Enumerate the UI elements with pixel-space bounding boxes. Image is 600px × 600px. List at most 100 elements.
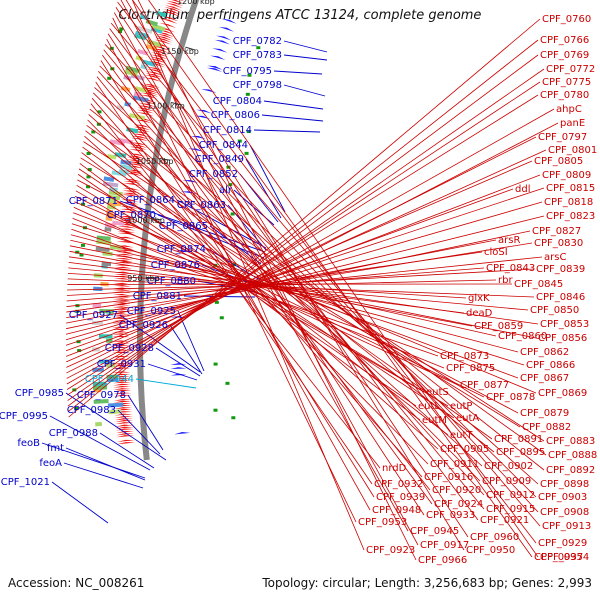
forward-gene-arrow	[154, 37, 173, 43]
leader-line	[120, 0, 419, 546]
gene-label-forward: CPF_0903	[538, 492, 587, 503]
feature-category-block	[132, 95, 149, 103]
forward-gene-arrow	[127, 157, 146, 161]
rna-feature-mark	[230, 212, 235, 216]
forward-gene-arrow	[155, 35, 173, 41]
gene-label-forward: CPF_0856	[538, 333, 587, 344]
forward-gene-arrow	[114, 418, 133, 421]
gene-label-reverse: CPF_0804	[213, 96, 262, 107]
leader-line	[177, 310, 205, 372]
leader-line	[115, 7, 469, 538]
gene-label-forward: CPF_0912	[486, 490, 535, 501]
forward-gene-arrow	[124, 173, 143, 176]
gene-label-forward: CPF_0908	[540, 507, 589, 518]
forward-gene-arrow	[164, 5, 182, 11]
gene-label-reverse: CPF_0988	[49, 428, 98, 439]
forward-gene-arrow	[159, 22, 177, 29]
gene-label-forward: CPF_0929	[538, 538, 587, 549]
forward-gene-arrow	[129, 146, 148, 150]
tick-mark	[150, 218, 161, 221]
rna-feature-mark	[79, 253, 84, 257]
gene-label-forward: CPF_0805	[534, 156, 583, 167]
kbp-ticks: 950 kbp 1000 kbp 1050 kbp 1100 kbp 1150 kbp 1…	[127, 0, 215, 283]
rna-feature-mark	[91, 130, 96, 134]
leader-line	[99, 432, 155, 469]
map-title: Clostridium perfringens ATCC 13124, comp…	[118, 8, 482, 23]
feature-category-block	[141, 59, 157, 67]
gene-label-forward: CPF_0917	[420, 540, 469, 551]
forward-gene-arrow	[114, 407, 133, 409]
leader-line	[106, 38, 371, 511]
gene-label-forward: CPF_0891	[494, 434, 543, 445]
rna-feature-mark	[244, 151, 249, 155]
accession-text: Accession: NC_008261	[8, 576, 145, 590]
forward-gene-arrow	[115, 253, 134, 256]
forward-gene-arrow	[117, 226, 136, 229]
forward-gene-arrow	[140, 92, 159, 97]
reverse-gene-arrow	[182, 180, 199, 183]
tick-label: 950 kbp	[127, 274, 160, 283]
forward-gene-arrow	[117, 442, 135, 445]
rna-feature-mark	[213, 362, 218, 366]
rna-feature-mark	[245, 92, 250, 96]
reverse-gene-arrow	[170, 363, 187, 365]
forward-gene-arrow	[116, 439, 135, 442]
gene-label-forward: CPF_0869	[538, 388, 587, 399]
leader-line	[69, 245, 537, 339]
forward-gene-arrow	[113, 273, 132, 276]
rna-feature-mark	[86, 175, 91, 179]
rna-feature-mark	[107, 76, 112, 80]
gene-label-reverse: CPF_0798	[233, 80, 282, 91]
forward-gene-arrow	[113, 394, 132, 397]
feature-category-block	[106, 204, 116, 210]
forward-gene-arrow	[112, 303, 131, 306]
leader-line	[67, 54, 539, 407]
leader-line	[65, 174, 541, 357]
leader-line	[96, 76, 431, 491]
gene-label-forward: CPF_0923	[366, 545, 415, 556]
forward-gene-arrow	[112, 306, 131, 308]
leader-line	[117, 409, 161, 455]
forward-gene-arrow	[115, 249, 134, 252]
rna-feature-mark	[96, 122, 101, 126]
gene-label-forward: CPF_0760	[542, 14, 591, 25]
forward-gene-arrow	[113, 385, 132, 388]
gene-label-reverse: CPF_1021	[1, 477, 50, 488]
feature-category-block	[104, 226, 112, 232]
reverse-gene-arrow	[174, 431, 191, 435]
forward-gene-arrow	[142, 85, 160, 90]
forward-gene-arrow	[121, 194, 140, 198]
rna-feature-mark	[214, 300, 219, 304]
forward-gene-arrow	[137, 105, 156, 110]
forward-gene-arrow	[136, 109, 155, 114]
leader-line	[132, 0, 533, 558]
forward-gene-arrow	[113, 388, 132, 390]
leader-line	[283, 84, 326, 97]
gene-label-reverse: CPF_0881	[133, 291, 182, 302]
gene-label-forward: CPF_0845	[514, 279, 563, 290]
leader-line	[245, 158, 282, 219]
forward-gene-arrow	[163, 9, 181, 15]
tick-label: 1050 kbp	[136, 157, 174, 166]
gene-label-reverse: CPF_0983	[67, 405, 116, 416]
leader-line	[104, 44, 539, 513]
gene-label-forward: CPF_0895	[496, 447, 545, 458]
feature-category-block	[125, 65, 141, 74]
gene-label-forward: ddl	[515, 184, 530, 195]
gene-label-forward: CPF_0859	[474, 321, 523, 332]
leader-line	[68, 256, 539, 325]
forward-gene-arrow	[113, 277, 132, 280]
forward-gene-arrow	[113, 289, 132, 292]
rna-feature-mark	[231, 416, 236, 420]
forward-gene-arrow	[117, 228, 136, 231]
gene-label-forward: eutA	[456, 413, 479, 424]
forward-gene-arrow	[113, 392, 132, 395]
gene-label-reverse: CPF_0863	[177, 200, 226, 211]
forward-gene-arrow	[112, 298, 131, 300]
gene-label-forward: CPF_0960	[470, 532, 519, 543]
gene-label-forward: CPF_0945	[410, 526, 459, 537]
reverse-gene-arrow	[206, 67, 223, 72]
gene-label-reverse: CPF_0927	[69, 310, 118, 321]
forward-gene-arrow	[112, 381, 131, 384]
feature-category-block	[108, 194, 121, 201]
